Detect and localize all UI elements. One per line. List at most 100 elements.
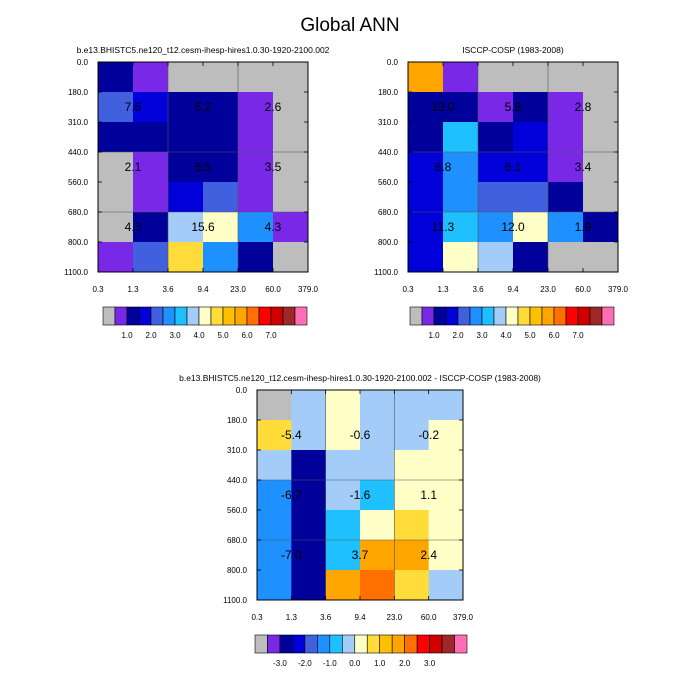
heatmap-cell [548, 122, 584, 153]
heatmap-cell [203, 182, 239, 213]
heatmap-cell [273, 62, 309, 93]
heatmap-cell [133, 152, 169, 183]
heatmap-cell [291, 420, 327, 451]
colorbar-swatch [270, 306, 284, 326]
cell-value-label: 12.0 [501, 220, 525, 234]
heatmap-cell [394, 420, 430, 451]
colorbar-label: 0.0 [349, 659, 361, 668]
cell-value-label: -1.6 [350, 488, 371, 502]
heatmap-cell [408, 62, 444, 93]
colorbar-label: 3.0 [169, 331, 181, 340]
colorbar-swatch [102, 306, 116, 326]
heatmap-cell [257, 480, 292, 511]
heatmap-cell [443, 242, 479, 273]
colorbar-swatch [517, 306, 531, 326]
colorbar-swatch [138, 306, 152, 326]
heatmap-cell [583, 92, 619, 123]
heatmap-cell [98, 122, 134, 153]
cell-value-label: 6.5 [195, 160, 212, 174]
cell-value-label: 1.1 [420, 488, 437, 502]
colorbar-swatch [258, 306, 272, 326]
panel-3: b.e13.BHISTC5.ne120_t12.cesm-ihesp-hires… [179, 373, 541, 668]
colorbar-swatch [254, 634, 268, 654]
y-tick-label: 800.0 [68, 238, 89, 247]
colorbar-swatch [292, 634, 306, 654]
heatmap-cell [394, 390, 430, 421]
colorbar-swatch [457, 306, 471, 326]
panel-1: b.e13.BHISTC5.ne120_t12.cesm-ihesp-hires… [64, 45, 330, 340]
y-tick-label: 180.0 [378, 88, 399, 97]
colorbar-swatch [404, 634, 418, 654]
x-tick-label: 1.3 [437, 285, 449, 294]
colorbar-swatch [505, 306, 519, 326]
colorbar-label: 3.0 [476, 331, 488, 340]
x-tick-label: 9.4 [354, 613, 366, 622]
heatmap-cell [583, 212, 619, 243]
heatmap-cell [408, 212, 444, 243]
colorbar-label: 2.0 [399, 659, 411, 668]
y-tick-label: 560.0 [227, 506, 248, 515]
cell-value-label: 3.5 [265, 160, 282, 174]
heatmap-cell [394, 510, 430, 541]
heatmap-cell [291, 510, 327, 541]
panel-title: b.e13.BHISTC5.ne120_t12.cesm-ihesp-hires… [179, 373, 541, 383]
heatmap-cell [257, 420, 292, 451]
y-tick-label: 1100.0 [64, 268, 88, 277]
heatmap-cell [133, 92, 169, 123]
heatmap-cell [168, 182, 204, 213]
heatmap-cell [583, 62, 619, 93]
colorbar-swatch [589, 306, 603, 326]
heatmap-cell [513, 122, 549, 153]
y-tick-label: 800.0 [227, 566, 248, 575]
y-tick-label: 1100.0 [374, 268, 398, 277]
colorbar-swatch [329, 634, 343, 654]
cell-value-label: 4.3 [125, 220, 142, 234]
heatmap-cell [203, 62, 239, 93]
heatmap-cell [548, 212, 584, 243]
cell-value-label: 3.4 [575, 160, 592, 174]
heatmap-cell [583, 182, 619, 213]
colorbar-swatch [341, 634, 356, 654]
heatmap-cell [168, 152, 204, 183]
y-tick-label: 180.0 [68, 88, 89, 97]
cell-value-label: -6.7 [281, 488, 302, 502]
colorbar-swatch [379, 634, 393, 654]
colorbar-label: 2.0 [145, 331, 157, 340]
heatmap-cell [360, 390, 395, 421]
colorbar-swatch [469, 306, 483, 326]
heatmap-cell [257, 540, 292, 571]
y-tick-label: 800.0 [378, 238, 399, 247]
cell-value-label: 5.2 [195, 100, 212, 114]
heatmap-cell [133, 62, 169, 93]
heatmap-cell [360, 510, 395, 541]
colorbar-swatch [174, 306, 188, 326]
heatmap-cell [394, 450, 430, 481]
x-tick-label: 3.6 [162, 285, 174, 294]
heatmap-cell [394, 480, 430, 511]
heatmap-cell [168, 62, 204, 93]
heatmap-cell [443, 62, 479, 93]
x-tick-label: 23.0 [230, 285, 246, 294]
x-tick-label: 9.4 [197, 285, 209, 294]
colorbar-label: 6.0 [548, 331, 560, 340]
heatmap-cell [273, 212, 309, 243]
colorbar-label: 5.0 [524, 331, 536, 340]
heatmap-cell [428, 420, 464, 451]
heatmap-cell [257, 450, 292, 481]
heatmap-cell [291, 540, 327, 571]
y-tick-label: 0.0 [236, 386, 248, 395]
x-tick-label: 1.3 [286, 613, 298, 622]
panel-title: b.e13.BHISTC5.ne120_t12.cesm-ihesp-hires… [77, 45, 330, 55]
heatmap-cell [238, 152, 274, 183]
heatmap-cell [360, 480, 395, 511]
heatmap-cell [443, 212, 479, 243]
colorbar-swatch [493, 306, 507, 326]
heatmap-cell [408, 182, 444, 213]
heatmap-cell [478, 92, 514, 123]
x-tick-label: 60.0 [265, 285, 281, 294]
cell-value-label: 1.9 [575, 220, 592, 234]
cell-value-label: 5.8 [505, 100, 522, 114]
colorbar-label: 4.0 [193, 331, 205, 340]
colorbar-swatch [210, 306, 224, 326]
colorbar-swatch [282, 306, 296, 326]
